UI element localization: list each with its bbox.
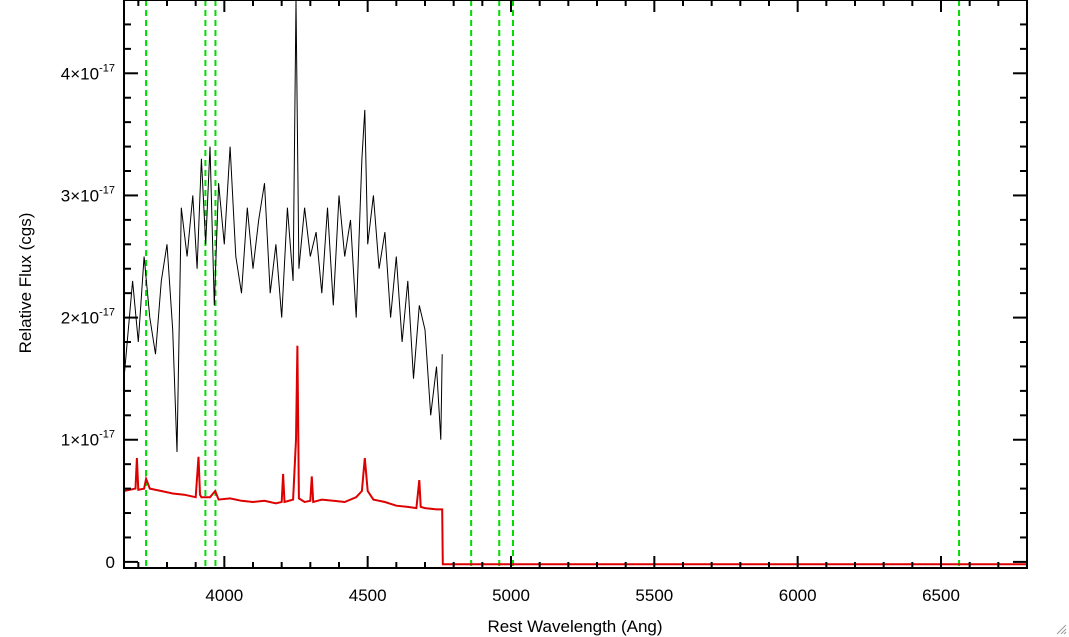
x-tick-label: 6500 bbox=[922, 586, 960, 605]
x-axis-label: Rest Wavelength (Ang) bbox=[487, 617, 662, 636]
y-tick-label: 0 bbox=[106, 553, 115, 572]
x-tick-label: 6000 bbox=[779, 586, 817, 605]
y-axis-ticks: 0 1×10-17 2×10-17 3×10-17 4×10-17 bbox=[61, 0, 1027, 572]
series-layer bbox=[123, 0, 1027, 566]
resize-grip-icon[interactable] bbox=[1055, 623, 1067, 635]
y-tick-label: 4×10-17 bbox=[61, 62, 115, 83]
y-tick-label: 3×10-17 bbox=[61, 184, 115, 205]
y-tick-label: 1×10-17 bbox=[61, 429, 115, 450]
y-axis-label: Relative Flux (cgs) bbox=[16, 213, 35, 354]
x-tick-label: 5500 bbox=[635, 586, 673, 605]
plot-frame bbox=[123, 0, 1028, 569]
x-tick-label: 4000 bbox=[205, 586, 243, 605]
x-tick-label: 4500 bbox=[349, 586, 387, 605]
y-tick-label: 2×10-17 bbox=[61, 307, 115, 328]
x-tick-label: 5000 bbox=[492, 586, 530, 605]
series-0-line bbox=[123, 0, 443, 453]
series-1-line bbox=[123, 345, 1027, 566]
x-axis-ticks: 4000 4500 5000 5500 6000 6500 bbox=[137, 0, 1028, 605]
